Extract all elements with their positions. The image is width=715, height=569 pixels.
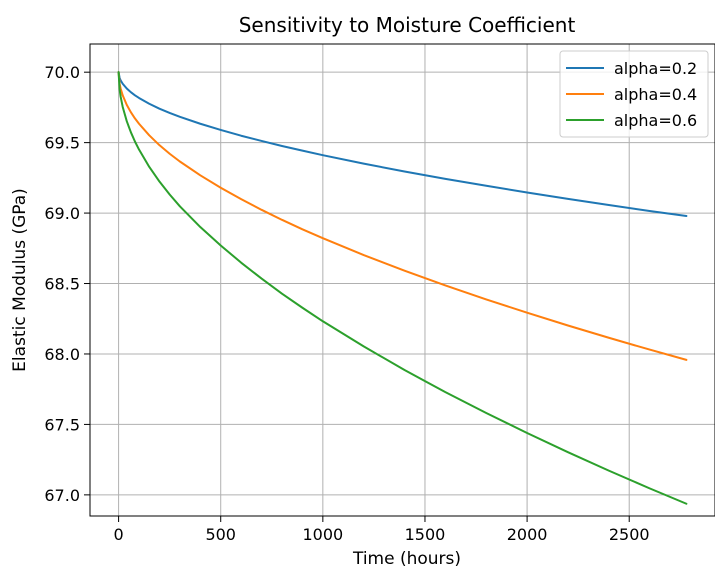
legend-label-alpha-0-6: alpha=0.6: [614, 111, 697, 130]
legend-label-alpha-0-4: alpha=0.4: [614, 85, 697, 104]
y-axis-label: Elastic Modulus (GPa): [10, 188, 30, 372]
x-tick-label: 2500: [609, 525, 650, 544]
legend-box: [559, 50, 709, 138]
x-axis-label: Time (hours): [352, 549, 461, 569]
series-line-alpha-0-4: [117, 71, 688, 361]
series-line-alpha-0-6: [117, 71, 688, 505]
y-tick-label: 69.5: [44, 134, 80, 153]
y-tick-label: 67.0: [44, 486, 80, 505]
y-tick-label: 67.5: [44, 415, 80, 434]
y-tick-label: 68.0: [44, 345, 80, 364]
y-tick-label: 68.5: [44, 275, 80, 294]
y-tick-label: 70.0: [44, 63, 80, 82]
legend: alpha=0.2 alpha=0.4 alpha=0.6: [559, 50, 709, 138]
x-tick-label: 0: [114, 525, 124, 544]
series-lines: [117, 71, 688, 505]
legend-label-alpha-0-2: alpha=0.2: [614, 59, 697, 78]
series-line-alpha-0-2: [117, 71, 688, 218]
x-tick-label: 1000: [302, 525, 343, 544]
x-tick-label: 1500: [405, 525, 446, 544]
axis-ticks: 0 500 1000 1500 2000 2500 67.0 67.5 68.0 68.5 69.0…: [44, 63, 649, 544]
chart-title: Sensitivity to Moisture Coefficient: [239, 13, 576, 37]
y-tick-label: 69.0: [44, 204, 80, 223]
x-tick-label: 2000: [507, 525, 548, 544]
plot-area-frame: [89, 43, 715, 517]
x-tick-label: 500: [205, 525, 236, 544]
